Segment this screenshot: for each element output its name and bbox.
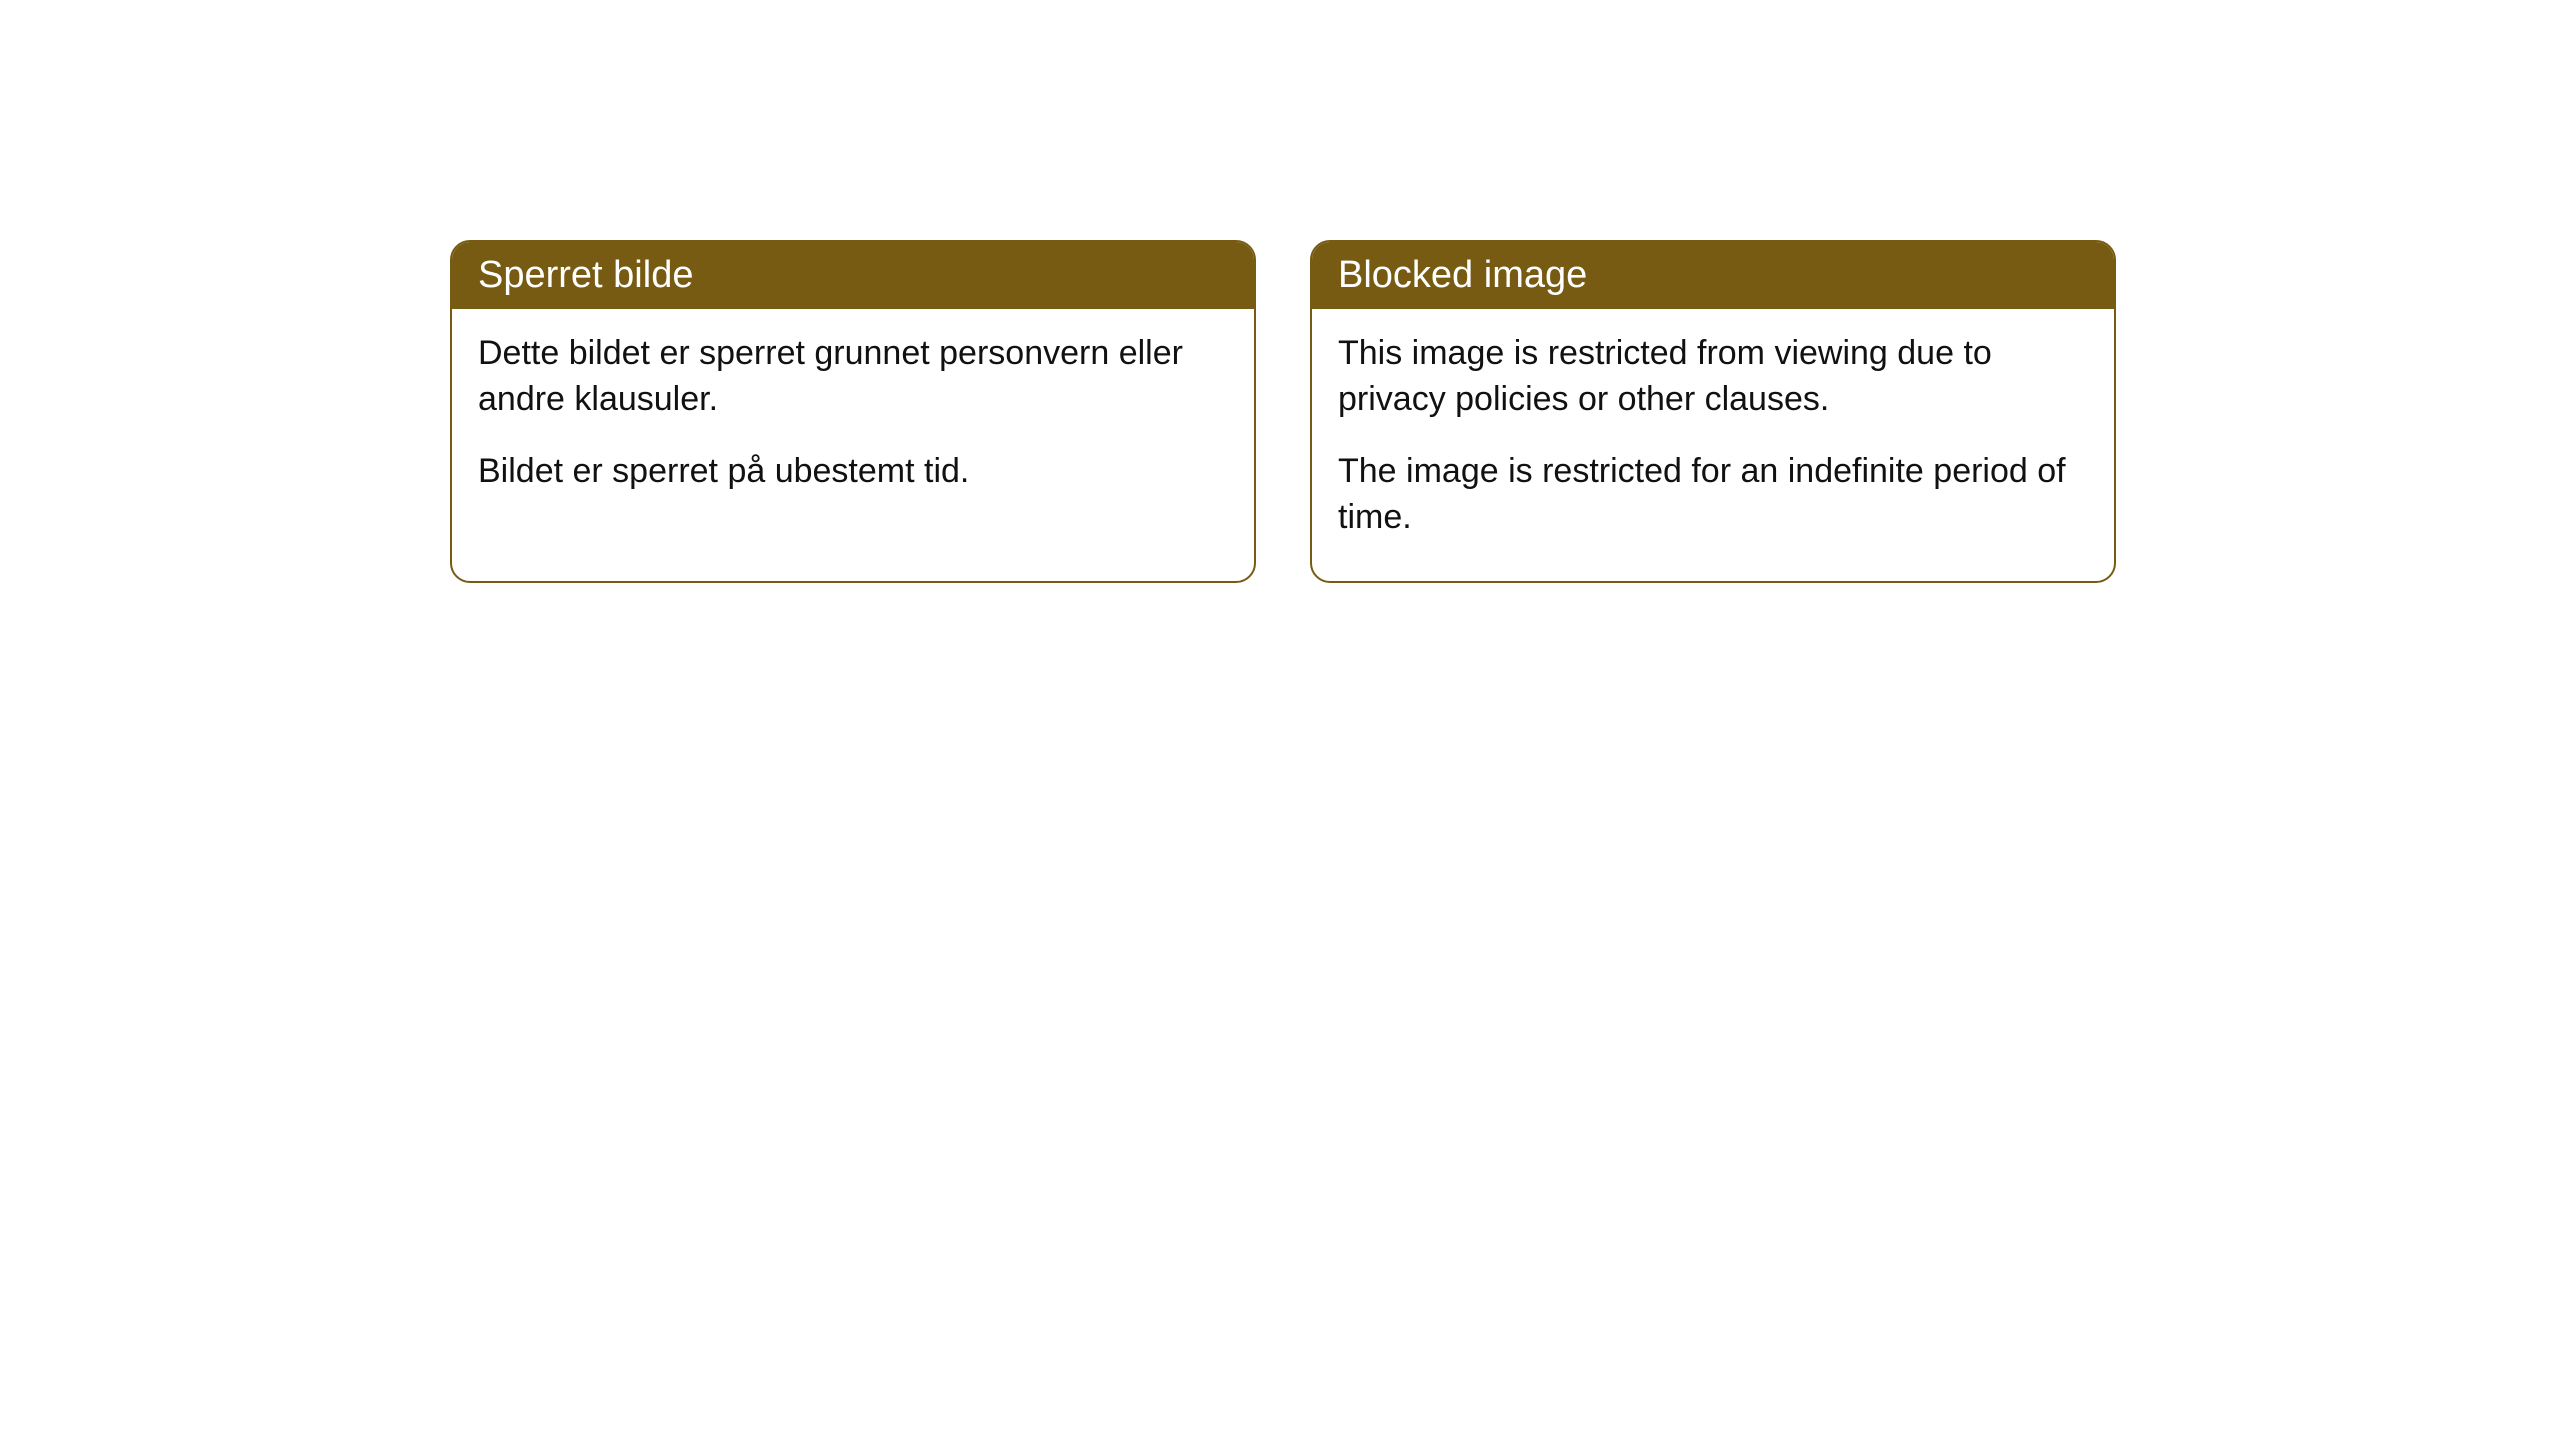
card-body-english: This image is restricted from viewing du… bbox=[1312, 309, 2114, 581]
card-text-english-1: This image is restricted from viewing du… bbox=[1338, 331, 2088, 423]
card-text-norwegian-1: Dette bildet er sperret grunnet personve… bbox=[478, 331, 1228, 423]
card-text-english-2: The image is restricted for an indefinit… bbox=[1338, 449, 2088, 541]
card-english: Blocked image This image is restricted f… bbox=[1310, 240, 2116, 583]
card-norwegian: Sperret bilde Dette bildet er sperret gr… bbox=[450, 240, 1256, 583]
card-header-english: Blocked image bbox=[1312, 242, 2114, 309]
card-body-norwegian: Dette bildet er sperret grunnet personve… bbox=[452, 309, 1254, 535]
cards-container: Sperret bilde Dette bildet er sperret gr… bbox=[450, 240, 2116, 583]
card-text-norwegian-2: Bildet er sperret på ubestemt tid. bbox=[478, 449, 1228, 495]
card-header-norwegian: Sperret bilde bbox=[452, 242, 1254, 309]
